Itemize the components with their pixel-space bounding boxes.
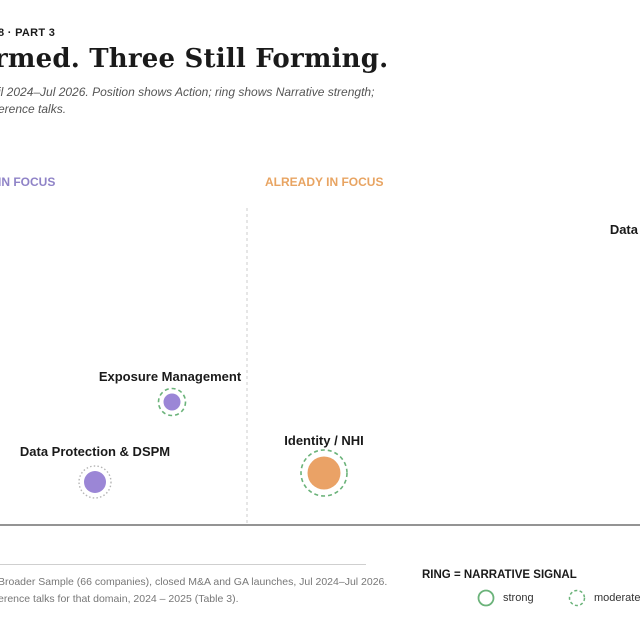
bubble-label-identity-nhi: Identity / NHI (284, 433, 363, 448)
subtitle-line-1: il 2024–Jul 2026. Position shows Action;… (0, 85, 375, 99)
bubble-label-data-protection-dspm: Data Protection & DSPM (20, 444, 170, 459)
legend-item-strong: strong (477, 588, 534, 608)
legend-title: RING = NARRATIVE SIGNAL (422, 569, 577, 581)
moderate-ring-icon (568, 589, 586, 607)
legend-label-strong: strong (503, 592, 534, 604)
bubble-label-exposure-management: Exposure Management (99, 369, 242, 384)
kicker: 8 · PART 3 (0, 27, 56, 39)
legend-label-moderate: moderate (594, 592, 640, 604)
bubble-label-data: Data (610, 222, 639, 237)
zone-label-right: ALREADY IN FOCUS (265, 175, 384, 189)
footnote-line-2: erence talks for that domain, 2024 – 202… (0, 593, 239, 605)
subtitle-line-2: erence talks. (0, 102, 67, 116)
footnote: Broader Sample (66 companies), closed M&… (0, 574, 387, 608)
headline: rmed. Three Still Forming. (0, 44, 389, 74)
bubble-identity-nhi (307, 456, 341, 490)
legend-item-moderate: moderate (568, 588, 640, 608)
narrative-ring-exposure-management (157, 387, 187, 417)
narrative-ring-data-protection-dspm (78, 465, 112, 499)
footer-rule (0, 564, 366, 565)
footnote-line-1: Broader Sample (66 companies), closed M&… (0, 576, 388, 588)
narrative-ring-identity-nhi (300, 449, 348, 497)
subtitle: il 2024–Jul 2026. Position shows Action;… (0, 84, 374, 118)
bubble-data-protection-dspm (84, 471, 106, 493)
zone-label-left: IN FOCUS (0, 175, 56, 189)
strong-ring-icon (477, 589, 495, 607)
bubble-exposure-management (163, 393, 181, 411)
